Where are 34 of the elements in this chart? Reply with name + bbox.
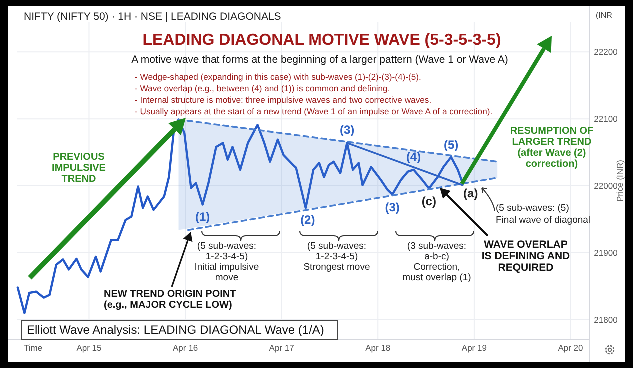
annotation: WAVE OVERLAP IS DEFINING AND REQUIRED — [482, 239, 571, 274]
annotation: (5 sub-waves: 1-2-3-4-5) Strongest move — [304, 241, 370, 273]
annotation: (3 sub-waves: a-b-c) Correction, must overlap (1) — [402, 241, 472, 284]
x-tick-label: Apr 15 — [76, 343, 102, 353]
annotation: (3) — [385, 200, 400, 215]
y-tick-label: 21900 — [594, 248, 618, 258]
annotation: (2) — [300, 213, 316, 228]
x-tick-label: Apr 19 — [462, 343, 488, 353]
annotation: (c) — [422, 194, 436, 209]
annotation: NEW TREND ORIGIN POINT (e.g., MAJOR CYCLE LOW) — [104, 289, 236, 311]
x-tick-label: Apr 17 — [269, 343, 295, 353]
annotation: (1) — [196, 210, 210, 224]
y-tick-label: 22000 — [594, 181, 618, 192]
x-tick-label: Apr 16 — [173, 343, 198, 353]
annotation: (a) — [464, 186, 478, 200]
text: LEADING DIAGONAL MOTIVE WAVE (5-3-5-3-5) — [142, 32, 502, 49]
annotation: Elliott Wave Analysis: LEADING DIAGONAL Wave (1/A) — [27, 323, 324, 337]
x-axis-title: Time — [24, 343, 43, 353]
annotation: (4) — [406, 150, 422, 164]
annotation: RESUMPTION OF LARGER TREND (after Wave (2) correction) — [510, 126, 594, 170]
y-tick-label: 22200 — [594, 47, 618, 58]
x-tick-label: Apr 20 — [558, 343, 584, 353]
annotation: (5 sub-waves: (5) Final wave of diagonal — [496, 203, 591, 226]
annotation: PREVIOUS IMPULSIVE TREND — [52, 152, 106, 185]
annotation: NIFTY (NIFTY 50) · 1H · NSE | LEADING DIAGONALS — [24, 11, 282, 23]
annotation: (5 sub-waves: 1-2-3-4-5) Initial impulsive move — [194, 241, 260, 284]
y-tick-label: 21800 — [594, 314, 618, 325]
annotation: (3) — [340, 123, 355, 138]
x-tick-label: Apr 18 — [366, 343, 391, 353]
y-tick-label: 22100 — [594, 114, 618, 124]
annotation: - Wedge-shaped (expanding in this case) with sub-waves (1)-(2)-(3)-(4)-(5). - Wave overlap (e.g., between (4) and (1)) is common and defining. - Internal structure is motive: three impulsive waves and two corrective waves. - Usually appears at the start of a new trend (Wave 1 of an impulse or Wave A of a correction). — [135, 72, 493, 116]
annotation: (5) — [444, 138, 459, 152]
text: (INR — [596, 11, 613, 20]
text: A motive wave that forms at the beginning of a larger pattern (Wave 1 or Wave A) — [132, 54, 508, 66]
